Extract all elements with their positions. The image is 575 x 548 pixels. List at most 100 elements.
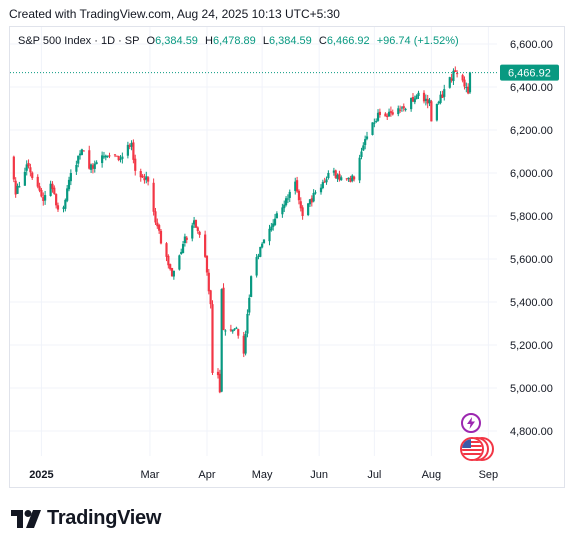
candle-body [235,327,238,329]
candle-body [64,199,67,209]
candle-body [301,207,304,216]
candle-body [42,197,45,201]
candle-body [371,122,374,135]
candle-body [181,243,185,254]
candle-body [56,205,60,210]
candle-body [281,207,284,215]
close-value: 6,466.92 [326,35,370,47]
candle-body [139,171,142,178]
candle-body [27,163,30,167]
candle-body [400,107,404,109]
candle-body [183,236,186,244]
candle-body [196,227,199,232]
candle-body [336,174,339,180]
candle-body [159,230,163,244]
y-tick-label: 6,200.00 [510,125,553,137]
candle-body [262,239,266,244]
candle-body [185,237,188,240]
candle-body [113,154,117,156]
candle-body [233,328,236,330]
candle-body [375,120,378,122]
candle-body [268,228,271,242]
x-tick-label: Mar [140,469,159,481]
candle-body [376,112,380,121]
candle-body [88,150,91,169]
symbol-label: S&P 500 Index · 1D · SP [18,35,140,47]
candle-body [108,155,111,157]
candle-body [12,156,15,180]
candle-body [284,198,288,206]
candle-body [167,255,170,266]
candle-body [152,182,155,212]
candle-body [430,101,433,122]
candle-body [89,164,93,170]
candle-body [468,72,472,93]
candle-body [399,109,402,111]
candle-body [53,187,56,194]
high-label: H [205,35,213,47]
candle-body [378,111,381,115]
last-price-box: 6,466.92 [500,64,559,81]
candle-body [443,89,446,97]
candle-body [452,70,455,82]
candle-body [154,211,157,223]
tradingview-logo[interactable]: TradingView [11,507,161,530]
candle-body [273,218,277,225]
candle-body [364,139,367,146]
candle-body [422,92,426,102]
candle-body [237,329,240,336]
candle-body [349,178,352,182]
candle-body [463,79,466,87]
candle-body [211,304,214,373]
x-tick-label: Sep [479,469,499,481]
y-tick-label: 5,000.00 [510,383,553,395]
candle-body [275,213,278,219]
lightning-event-icon[interactable] [461,413,481,433]
candle-body [362,145,365,151]
us-flag-event-icon[interactable] [460,437,484,461]
high-value: 6,478.89 [212,35,256,47]
candle-body [345,178,348,180]
chart-frame[interactable] [9,26,565,488]
tradingview-logo-icon [11,509,41,528]
candle-body [49,183,52,196]
candle-body [257,255,260,257]
candle-body [158,225,161,231]
candle-body [93,163,96,169]
candle-body [128,145,131,147]
candle-body [229,329,232,331]
low-value: 6,384.59 [268,35,312,47]
candle-body [299,201,302,209]
change-value: +96.74 (+1.52%) [376,35,459,47]
candle-body [389,111,393,113]
candle-body [101,155,104,164]
candle-body [220,289,223,392]
candle-body [38,186,41,191]
x-tick-label: Aug [422,469,442,481]
candle-body [117,156,120,161]
candle-body [18,186,21,188]
candle-body [373,122,376,124]
ohlc-legend: S&P 500 Index · 1D · SP O6,384.59 H6,478… [18,35,459,47]
candle-body [417,92,420,96]
candle-body [255,257,258,276]
candle-body [411,96,415,102]
last-price-label: 6,466.92 [508,68,551,80]
candle-body [224,330,227,332]
candle-body [130,142,133,147]
candle-body [259,246,262,257]
candle-body [104,155,107,158]
candle-body [428,99,431,104]
candle-body [178,255,181,270]
candle-body [134,158,137,171]
candle-body [36,176,39,187]
candle-body [270,226,273,231]
tradingview-logo-text: TradingView [47,507,162,529]
candle-body [360,151,363,157]
candle-body [323,181,326,183]
candle-body [69,173,72,182]
candle-body [334,170,337,178]
candle-body [14,180,17,195]
candle-body [216,371,220,376]
